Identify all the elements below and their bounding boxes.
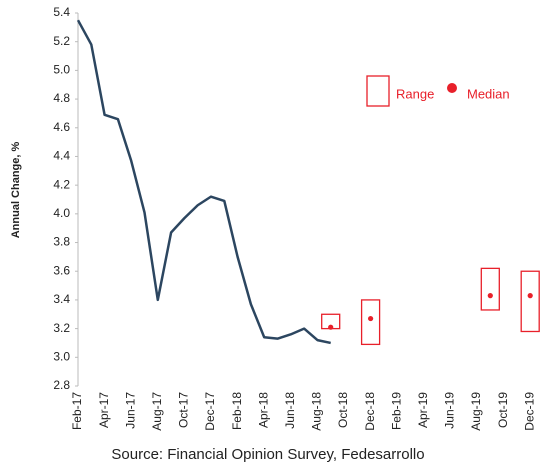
x-tick-label: Dec-18	[363, 392, 377, 431]
line	[76, 19, 331, 345]
y-axis-label: Annual Change, %	[10, 142, 22, 239]
range-box	[360, 299, 381, 346]
y-tick-label: 4.2	[53, 177, 70, 191]
y-tick-label: 3.4	[53, 292, 70, 306]
y-tick-label: 5.2	[53, 34, 70, 48]
y-tick-label: 5.0	[53, 63, 70, 77]
legend-median-swatch	[447, 83, 457, 93]
x-tick-label: Apr-17	[97, 392, 111, 428]
x-tick-label: Jun-18	[283, 392, 297, 429]
x-tick-label: Apr-19	[416, 392, 430, 428]
median-dot	[328, 324, 334, 330]
range-box	[520, 270, 540, 333]
range-box	[480, 267, 500, 311]
x-tick-label: Feb-17	[70, 392, 84, 430]
median-dot	[487, 293, 493, 299]
y-tick-label: 3.8	[53, 235, 70, 249]
x-tick-label: Oct-19	[496, 392, 510, 428]
x-tick-label: Aug-17	[150, 392, 164, 431]
y-tick-label: 3.0	[53, 349, 70, 363]
x-tick-label: Dec-19	[522, 392, 536, 431]
x-tick-label: Dec-17	[203, 392, 217, 431]
x-tick-label: Apr-18	[256, 392, 270, 428]
y-tick-label: 3.6	[53, 263, 70, 277]
y-tick-label: 3.2	[53, 321, 70, 335]
x-tick-label: Oct-17	[177, 392, 191, 428]
x-tick-label: Jun-17	[123, 392, 137, 429]
y-tick-label: 2.8	[53, 378, 70, 392]
median-dot	[368, 315, 374, 322]
legend-range-swatch	[366, 75, 390, 107]
legend-median: Median	[467, 86, 510, 101]
source: Source: Financial Opinion Survey, Fedesa…	[111, 446, 424, 463]
y-tick-label: 5.4	[53, 5, 70, 19]
median-dot	[527, 293, 533, 299]
y-tick-label: 4.8	[53, 91, 70, 105]
x-tick-label: Aug-18	[310, 392, 324, 431]
x-tick-label: Feb-19	[389, 392, 403, 430]
x-tick-label: Feb-18	[230, 392, 244, 430]
y-tick-label: 4.4	[53, 149, 70, 163]
x-tick-label: Oct-18	[336, 392, 350, 428]
legend-range: Range	[396, 86, 434, 101]
x-tick-label: Jun-19	[443, 392, 457, 429]
y-tick-label: 4.0	[53, 206, 70, 220]
x-tick-label: Aug-19	[469, 392, 483, 431]
y-tick-label: 4.6	[53, 120, 70, 134]
